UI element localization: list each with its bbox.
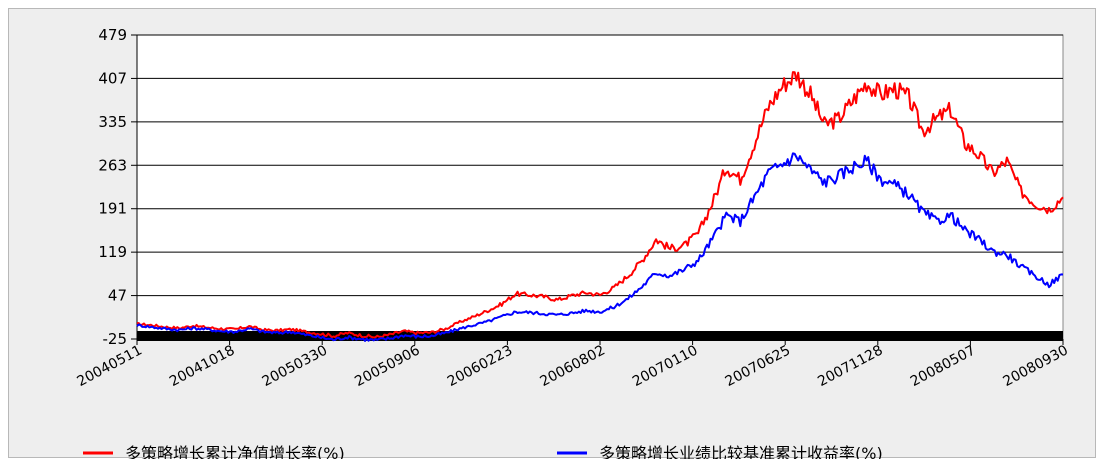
- y-tick-label: 47: [108, 287, 127, 305]
- legend-label-red: 多策略增长累计净值增长率(%): [125, 444, 345, 459]
- series-line-red: [136, 71, 1064, 339]
- plot-area: [136, 34, 1064, 340]
- x-tick-label: 20080507: [908, 342, 978, 390]
- x-tick-label: 20060802: [537, 342, 607, 390]
- x-tick-label: 20070625: [723, 342, 793, 390]
- x-tick-label: 20080930: [1000, 342, 1070, 390]
- chart-panel: -25 47 119 191 263 335 407 479 20040511 20041018…: [8, 8, 1096, 459]
- y-tick-label: 191: [98, 200, 127, 218]
- y-tick-label: -25: [103, 330, 128, 348]
- x-tick-label: 20040511: [74, 342, 144, 390]
- legend-label-blue: 多策略增长业绩比较基准累计收益率(%): [599, 444, 883, 459]
- x-tick-label: 20050906: [352, 342, 423, 390]
- x-tick-label: 20060223: [445, 342, 515, 390]
- y-tick-label: 335: [98, 113, 127, 131]
- baseline-bar: [137, 331, 1063, 341]
- x-tick-label: 20041018: [167, 342, 237, 390]
- x-axis: 20040511 20041018 20050330 20050906 20060223…: [74, 339, 1071, 390]
- grid-lines: [137, 34, 1063, 340]
- series-lines: [136, 71, 1064, 342]
- y-axis: -25 47 119 191 263 335 407 479: [98, 26, 138, 348]
- x-tick-label: 20070110: [630, 342, 700, 390]
- legend: 多策略增长累计净值增长率(%) 多策略增长业绩比较基准累计收益率(%): [83, 444, 883, 459]
- y-tick-label: 119: [98, 243, 127, 261]
- y-tick-label: 479: [98, 26, 127, 44]
- y-tick-label: 407: [98, 69, 127, 87]
- series-line-blue: [136, 152, 1064, 342]
- y-tick-label: 263: [98, 156, 127, 174]
- x-tick-label: 20050330: [260, 342, 330, 390]
- chart: -25 47 119 191 263 335 407 479 20040511 20041018…: [74, 26, 1071, 459]
- x-tick-label: 20071128: [815, 342, 885, 390]
